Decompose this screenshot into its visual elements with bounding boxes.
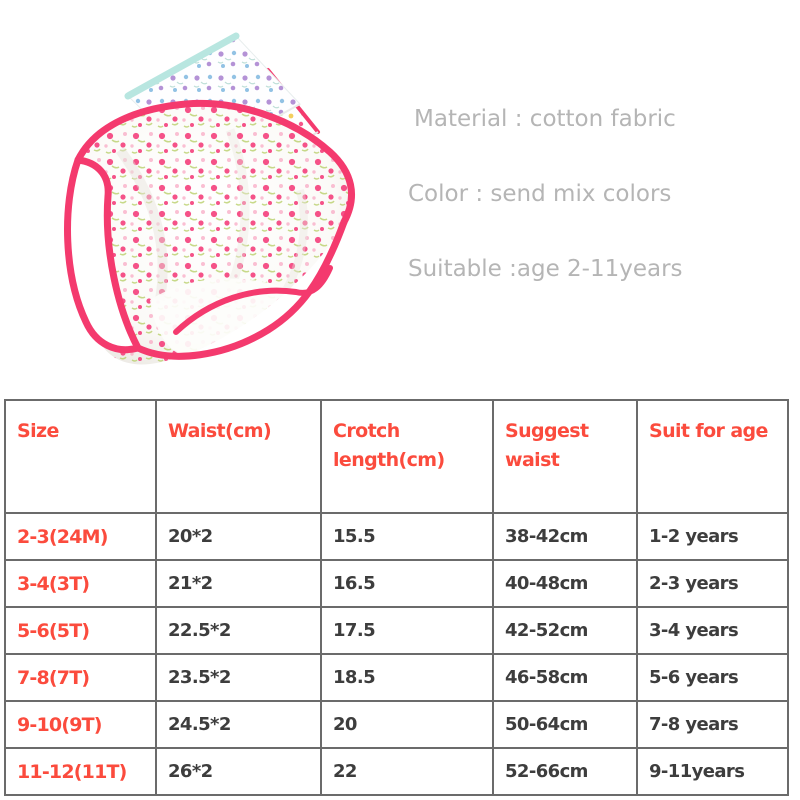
main-panty [64, 99, 355, 365]
cell-size: 11-12(11T) [4, 747, 157, 796]
cell-suit-age: 3-4 years [636, 606, 789, 655]
header-cell-crotch-length: Crotch length(cm) [320, 399, 494, 514]
cell-value-suggest-waist: 52-66cm [505, 761, 588, 782]
cell-value-suit-age: 1-2 years [649, 526, 739, 547]
cell-size: 9-10(9T) [4, 700, 157, 749]
description-suitable-age: Suitable :age 2-11years [408, 256, 683, 282]
product-photo [0, 0, 400, 395]
header-label-crotch-line2: length(cm) [333, 449, 445, 472]
cell-value-crotch: 17.5 [333, 620, 376, 641]
cell-value-size: 2-3(24M) [17, 525, 108, 548]
table-row: 9-10(9T) 24.5*2 20 50-64cm 7-8 years [4, 700, 789, 749]
header-cell-suggest-waist: Suggest waist [492, 399, 638, 514]
cell-value-suit-age: 5-6 years [649, 667, 739, 688]
cell-value-crotch: 15.5 [333, 526, 376, 547]
header-cell-size: Size [4, 399, 157, 514]
cell-crotch: 17.5 [320, 606, 494, 655]
cell-value-suggest-waist: 50-64cm [505, 714, 588, 735]
description-color: Color : send mix colors [408, 181, 672, 207]
cell-suggest-waist: 52-66cm [492, 747, 638, 796]
table-row: 5-6(5T) 22.5*2 17.5 42-52cm 3-4 years [4, 606, 789, 655]
cell-value-size: 7-8(7T) [17, 666, 90, 689]
cell-value-suit-age: 7-8 years [649, 714, 739, 735]
table-row: 11-12(11T) 26*2 22 52-66cm 9-11years [4, 747, 789, 796]
cell-value-waist: 24.5*2 [168, 714, 231, 735]
cell-size: 3-4(3T) [4, 559, 157, 608]
cell-value-size: 9-10(9T) [17, 713, 103, 736]
cell-value-crotch: 20 [333, 714, 357, 735]
cell-suit-age: 5-6 years [636, 653, 789, 702]
cell-value-waist: 22.5*2 [168, 620, 231, 641]
cell-value-waist: 20*2 [168, 526, 213, 547]
cell-suggest-waist: 46-58cm [492, 653, 638, 702]
cell-value-suggest-waist: 40-48cm [505, 573, 588, 594]
cell-suggest-waist: 40-48cm [492, 559, 638, 608]
cell-suit-age: 1-2 years [636, 512, 789, 561]
cell-suggest-waist: 50-64cm [492, 700, 638, 749]
header-cell-suit-for-age: Suit for age [636, 399, 789, 514]
cell-waist: 26*2 [155, 747, 322, 796]
cell-size: 2-3(24M) [4, 512, 157, 561]
cell-value-suit-age: 2-3 years [649, 573, 739, 594]
cell-suit-age: 9-11years [636, 747, 789, 796]
cell-value-suit-age: 9-11years [649, 761, 745, 782]
cell-crotch: 16.5 [320, 559, 494, 608]
header-label-suit-for-age: Suit for age [649, 420, 768, 442]
cell-waist: 20*2 [155, 512, 322, 561]
size-chart-table: Size Waist(cm) Crotch length(cm) Suggest… [4, 399, 789, 796]
cell-crotch: 22 [320, 747, 494, 796]
table-header-row: Size Waist(cm) Crotch length(cm) Suggest… [4, 399, 789, 514]
size-chart: Size Waist(cm) Crotch length(cm) Suggest… [4, 399, 789, 796]
cell-value-crotch: 16.5 [333, 573, 376, 594]
product-description: Material : cotton fabric Color : send mi… [408, 108, 778, 281]
cell-crotch: 15.5 [320, 512, 494, 561]
cell-suggest-waist: 38-42cm [492, 512, 638, 561]
cell-value-size: 3-4(3T) [17, 572, 90, 595]
cell-crotch: 18.5 [320, 653, 494, 702]
cell-waist: 24.5*2 [155, 700, 322, 749]
cell-suit-age: 2-3 years [636, 559, 789, 608]
cell-size: 5-6(5T) [4, 606, 157, 655]
header-label-waist: Waist(cm) [168, 420, 272, 442]
cell-value-size: 11-12(11T) [17, 760, 127, 783]
header-label-crotch-line1: Crotch [333, 420, 400, 442]
cell-size: 7-8(7T) [4, 653, 157, 702]
cell-value-crotch: 18.5 [333, 667, 376, 688]
cell-value-size: 5-6(5T) [17, 619, 90, 642]
table-row: 3-4(3T) 21*2 16.5 40-48cm 2-3 years [4, 559, 789, 608]
header-label-suggest-waist: Suggest waist [505, 420, 589, 472]
header-label-size: Size [17, 420, 59, 442]
cell-value-suit-age: 3-4 years [649, 620, 739, 641]
cell-waist: 21*2 [155, 559, 322, 608]
description-material: Material : cotton fabric [414, 106, 676, 132]
cell-suit-age: 7-8 years [636, 700, 789, 749]
cell-value-crotch: 22 [333, 761, 357, 782]
table-row: 7-8(7T) 23.5*2 18.5 46-58cm 5-6 years [4, 653, 789, 702]
cell-waist: 22.5*2 [155, 606, 322, 655]
cell-waist: 23.5*2 [155, 653, 322, 702]
cell-value-waist: 23.5*2 [168, 667, 231, 688]
cell-value-suggest-waist: 46-58cm [505, 667, 588, 688]
table-row: 2-3(24M) 20*2 15.5 38-42cm 1-2 years [4, 512, 789, 561]
header-cell-waist: Waist(cm) [155, 399, 322, 514]
cell-value-suggest-waist: 38-42cm [505, 526, 588, 547]
cell-value-waist: 26*2 [168, 761, 213, 782]
cell-value-waist: 21*2 [168, 573, 213, 594]
cell-suggest-waist: 42-52cm [492, 606, 638, 655]
cell-crotch: 20 [320, 700, 494, 749]
cell-value-suggest-waist: 42-52cm [505, 620, 588, 641]
